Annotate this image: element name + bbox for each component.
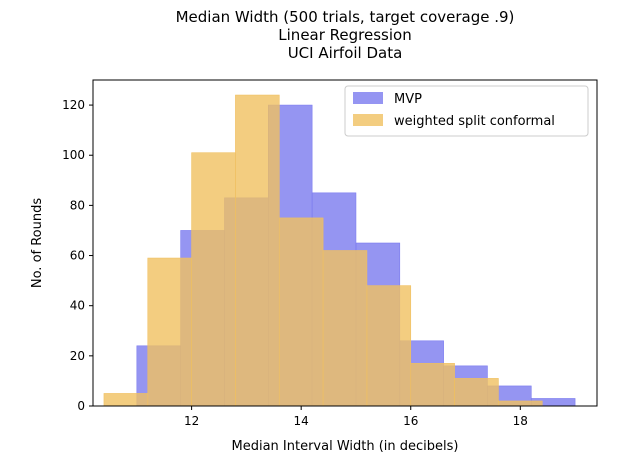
legend-swatch xyxy=(353,114,383,126)
axes: 12 14 16 18 0 20 40 60 80 100 120 Median Interval W… xyxy=(30,79,598,454)
histogram-bar xyxy=(498,400,543,407)
histogram-bar xyxy=(278,217,324,407)
legend-label: weighted split conformal xyxy=(394,114,555,129)
x-axis-label: Median Interval Width (in decibels) xyxy=(231,439,458,454)
histogram-bar xyxy=(103,393,149,407)
histogram-bar xyxy=(322,250,368,407)
histogram-bar xyxy=(191,152,236,407)
x-tick-label: 16 xyxy=(403,414,418,428)
y-tick-label: 80 xyxy=(70,198,85,212)
y-tick-label: 20 xyxy=(70,349,85,363)
histogram-bar xyxy=(147,257,192,407)
legend: MVP weighted split conformal xyxy=(344,85,589,137)
legend-swatch xyxy=(353,92,383,104)
weighted-split-conformal-bars xyxy=(103,94,543,407)
y-tick-label: 0 xyxy=(77,399,85,413)
y-axis-label: No. of Rounds xyxy=(30,198,45,289)
chart-title-line-2: Linear Regression xyxy=(278,26,412,44)
legend-box xyxy=(344,85,589,137)
legend-label: MVP xyxy=(394,92,422,107)
histogram-bar xyxy=(410,363,455,407)
y-tick-label: 40 xyxy=(70,299,85,313)
y-tick-label: 120 xyxy=(62,98,85,112)
x-tick-label: 18 xyxy=(513,414,528,428)
x-tick-label: 12 xyxy=(184,414,199,428)
y-tick-label: 100 xyxy=(62,148,85,162)
histogram-bar xyxy=(235,94,280,407)
chart-title-line-3: UCI Airfoil Data xyxy=(287,44,403,62)
histogram-bar xyxy=(366,285,412,407)
y-tick-label: 60 xyxy=(70,249,85,263)
plot-frame xyxy=(92,79,598,407)
chart-title-line-1: Median Width (500 trials, target coverag… xyxy=(175,8,515,26)
x-tick-label: 14 xyxy=(294,414,309,428)
histogram-bar xyxy=(454,378,499,407)
